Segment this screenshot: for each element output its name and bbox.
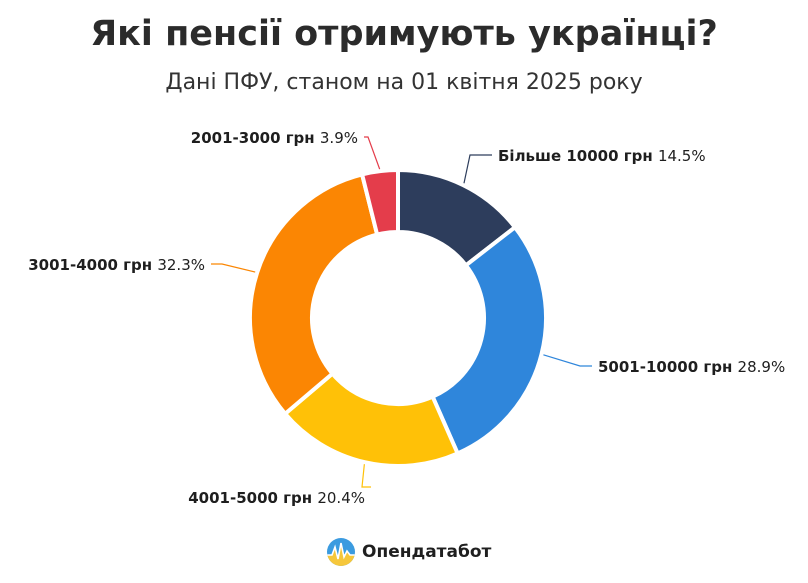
slice-label-5: 2001-3000 грн 3.9% <box>191 129 358 147</box>
chart-title: Які пенсії отримують українці? <box>90 14 718 54</box>
leader-line-2 <box>543 354 592 367</box>
slice-label-value: 14.5% <box>658 147 706 165</box>
chart-subtitle: Дані ПФУ, станом на 01 квітня 2025 року <box>165 70 643 95</box>
slice-label-2: 5001-10000 грн 28.9% <box>598 358 785 376</box>
donut-slice-4 <box>248 172 380 416</box>
slice-label-name: 5001-10000 грн <box>598 358 738 376</box>
leader-line-1 <box>463 154 492 184</box>
donut-slice-5 <box>360 168 400 237</box>
donut-slice-2 <box>430 225 548 456</box>
leader-line-5 <box>364 136 381 170</box>
brand-name: Опендатабот <box>362 542 492 562</box>
slice-label-value: 32.3% <box>157 256 205 274</box>
brand: Опендатабот <box>326 536 491 568</box>
slice-label-value: 3.9% <box>320 129 358 147</box>
opendatabot-logo-icon <box>327 538 355 566</box>
leader-line-3 <box>361 464 371 488</box>
donut-slices <box>248 168 548 468</box>
slice-label-1: Більше 10000 грн 14.5% <box>498 147 706 165</box>
slice-label-name: 2001-3000 грн <box>191 129 320 147</box>
leader-line-4 <box>211 263 256 273</box>
slice-label-4: 3001-4000 грн 32.3% <box>28 256 205 274</box>
slice-label-name: 4001-5000 грн <box>188 489 317 507</box>
label-leaders <box>211 136 592 488</box>
slice-label-name: 3001-4000 грн <box>28 256 157 274</box>
slice-label-value: 28.9% <box>738 358 786 376</box>
slice-label-3: 4001-5000 грн 20.4% <box>188 489 365 507</box>
slice-label-name: Більше 10000 грн <box>498 147 658 165</box>
slice-label-value: 20.4% <box>317 489 365 507</box>
slice-labels: Більше 10000 грн 14.5% 5001-10000 грн 28.… <box>28 129 785 507</box>
